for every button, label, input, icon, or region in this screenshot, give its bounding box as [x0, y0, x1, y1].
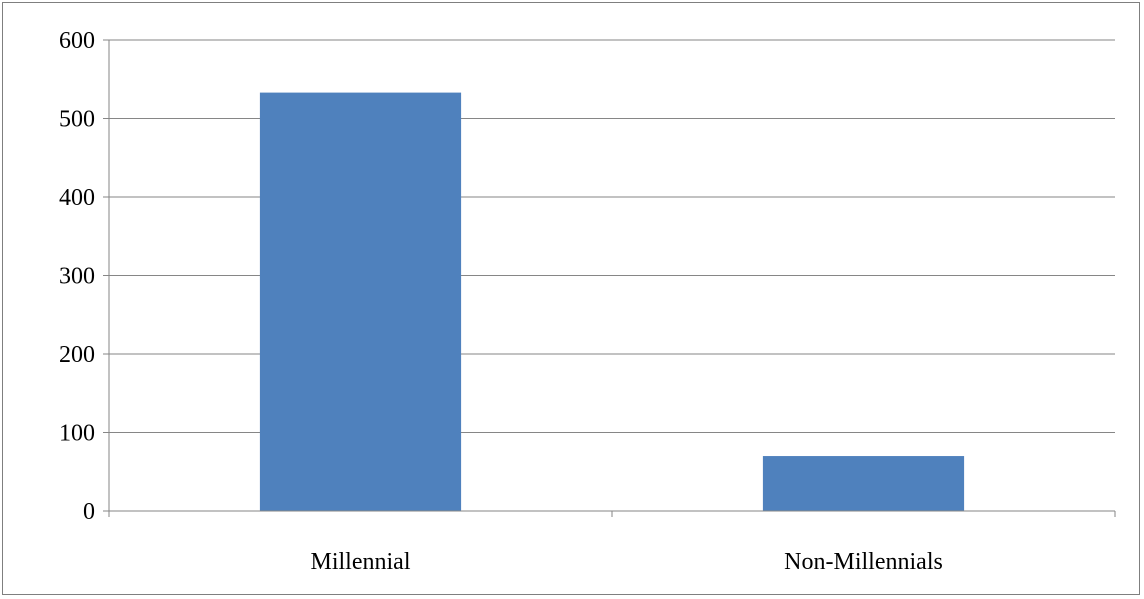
- y-tick-label: 600: [59, 28, 95, 54]
- y-tick-label: 100: [59, 421, 95, 447]
- y-tick-label: 400: [59, 185, 95, 211]
- bar-non-millennials: [762, 456, 965, 511]
- axes: [103, 39, 1116, 517]
- bars: [259, 92, 965, 511]
- x-tick-label: Non-Millennials: [784, 549, 943, 575]
- y-tick-label: 500: [59, 107, 95, 133]
- y-tick-label: 300: [59, 264, 95, 290]
- y-tick-label: 200: [59, 342, 95, 368]
- tick-labels: 0 100 200 300 400 500 600 Millennial Non-Millenn…: [59, 28, 943, 575]
- bar-millennial: [259, 92, 462, 511]
- y-tick-label: 0: [83, 499, 95, 525]
- bar-chart: 0 100 200 300 400 500 600 Millennial Non-Millenn…: [59, 28, 1116, 575]
- x-tick-label: Millennial: [311, 549, 411, 575]
